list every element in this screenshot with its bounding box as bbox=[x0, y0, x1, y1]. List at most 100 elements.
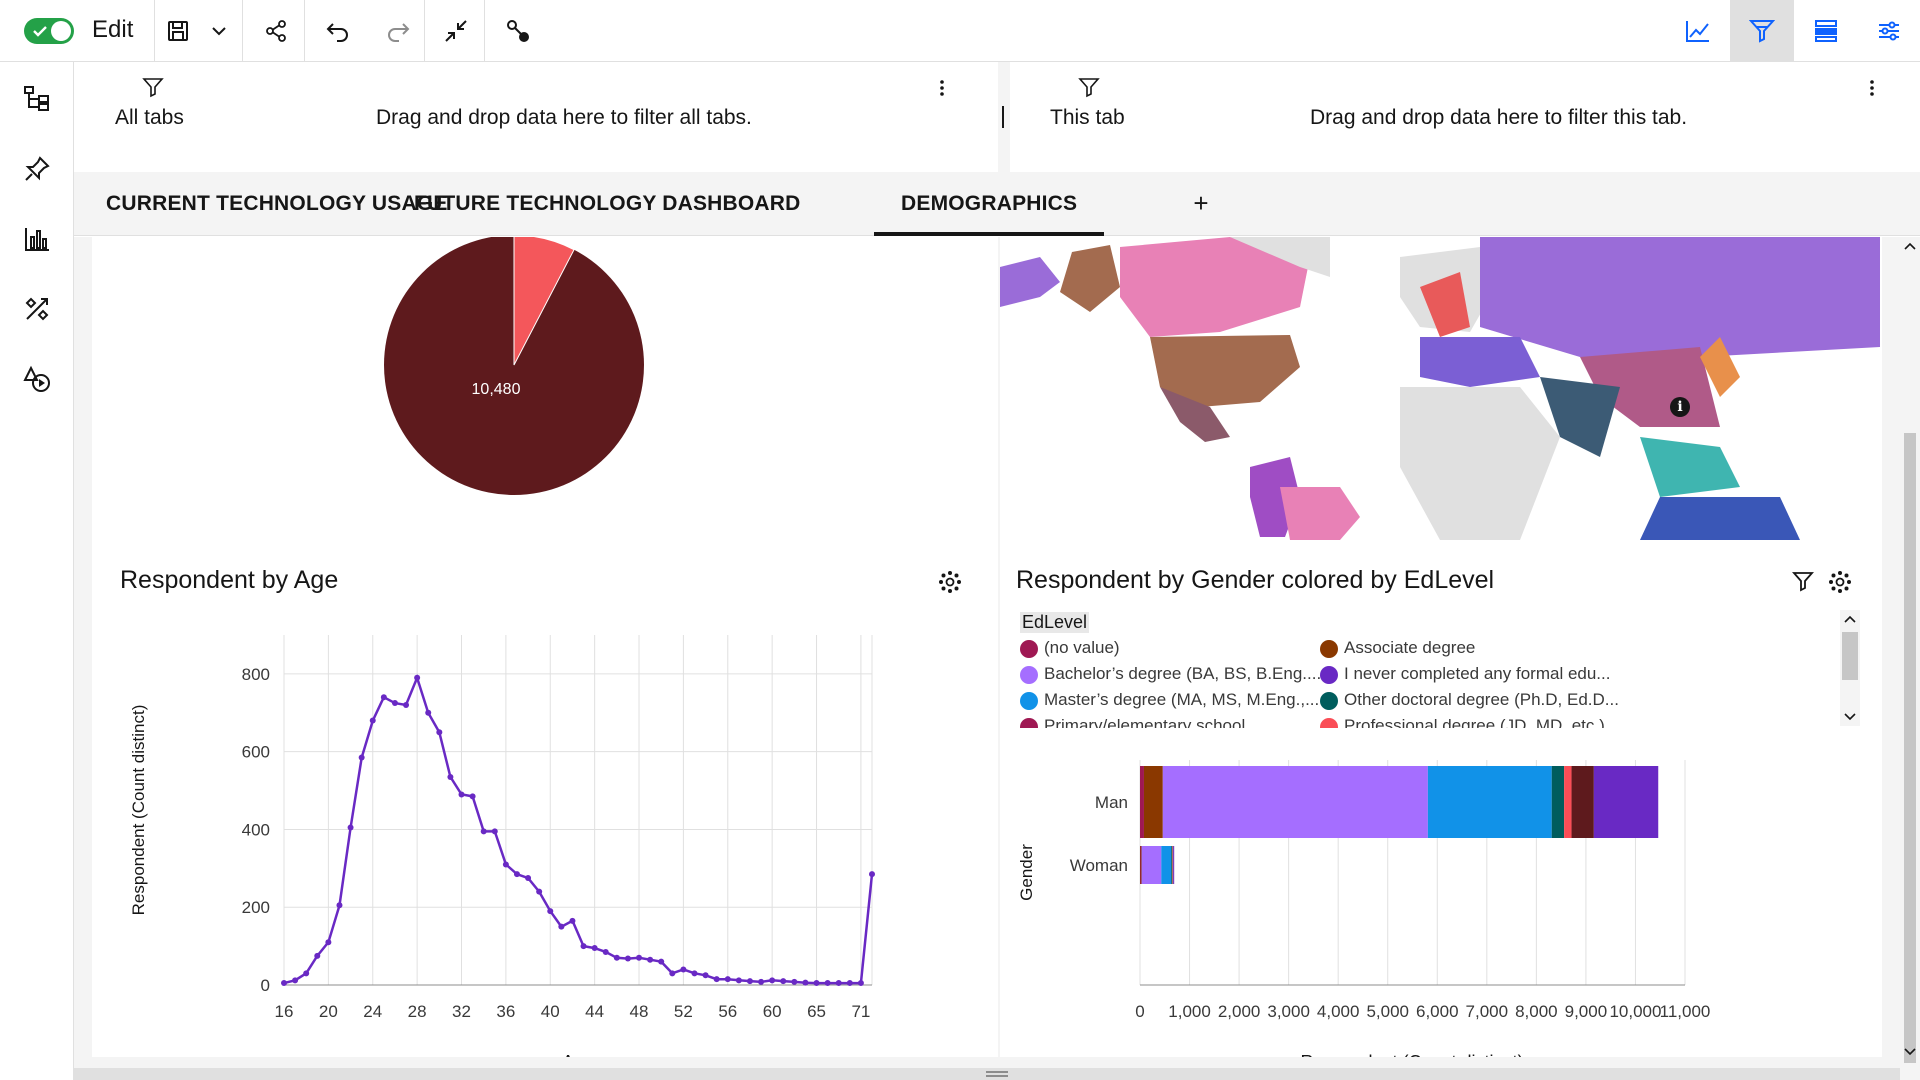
chevron-up-icon[interactable] bbox=[1844, 614, 1856, 624]
data-point bbox=[558, 923, 565, 930]
data-point bbox=[436, 729, 443, 736]
bar-segment bbox=[1143, 766, 1163, 838]
filter-icon bbox=[1749, 20, 1775, 43]
map-widget[interactable]: i bbox=[1000, 237, 1882, 540]
bar-chart-icon bbox=[25, 228, 49, 251]
all-tabs-menu-button[interactable] bbox=[932, 76, 952, 100]
canvas-scroll-thumb[interactable] bbox=[1904, 433, 1916, 1063]
data-point bbox=[857, 980, 864, 987]
this-tab-filter-dropzone[interactable]: This tab Drag and drop data here to filt… bbox=[1010, 62, 1920, 172]
data-point bbox=[613, 954, 620, 961]
category-label: Man bbox=[1095, 793, 1128, 812]
data-point bbox=[824, 980, 831, 987]
edit-toggle[interactable] bbox=[24, 18, 74, 44]
filter-area: All tabs Drag and drop data here to filt… bbox=[74, 62, 1920, 172]
gender-bar-chart: 0 1,000 2,000 3,000 4,000 5,000 6,000 7,000 8,00… bbox=[1017, 760, 1710, 1057]
x-tick-label: 44 bbox=[585, 1002, 604, 1021]
x-tick-label: 3,000 bbox=[1267, 1002, 1310, 1021]
info-icon[interactable]: i bbox=[1670, 397, 1690, 417]
x-tick-label: 8,000 bbox=[1515, 1002, 1558, 1021]
data-point bbox=[835, 980, 842, 987]
edit-label: Edit bbox=[92, 16, 134, 43]
map-region-europe bbox=[1420, 337, 1540, 387]
data-point bbox=[391, 700, 398, 707]
bar-segment bbox=[1593, 766, 1659, 838]
map-region-alaska bbox=[1000, 257, 1060, 307]
legend-item[interactable]: Associate degree bbox=[1320, 638, 1475, 658]
all-tabs-filter-dropzone[interactable]: All tabs Drag and drop data here to filt… bbox=[74, 62, 998, 172]
x-tick-label: 71 bbox=[851, 1002, 870, 1021]
data-point bbox=[314, 952, 321, 959]
data-point bbox=[380, 694, 387, 701]
data-point bbox=[369, 717, 376, 724]
navigation-panel-button[interactable] bbox=[18, 80, 56, 118]
this-tab-menu-button[interactable] bbox=[1862, 76, 1882, 100]
filter-icon[interactable] bbox=[1792, 570, 1814, 592]
pie-widget[interactable]: 10,480 bbox=[92, 237, 998, 540]
add-tab-button[interactable]: + bbox=[1193, 188, 1209, 218]
data-point bbox=[292, 977, 299, 984]
toolbar: Edit bbox=[0, 0, 1920, 62]
chevron-down-icon[interactable] bbox=[1844, 712, 1856, 722]
map-region bbox=[1060, 245, 1120, 312]
visualizations-panel-button[interactable] bbox=[18, 220, 56, 258]
age-chart-title: Respondent by Age bbox=[120, 566, 339, 594]
legend-swatch bbox=[1020, 639, 1038, 658]
age-chart-widget[interactable]: Respondent by Age 16 20 24 28 32 36 40 44 48 52 56… bbox=[92, 540, 998, 1057]
legend-item[interactable]: Bachelor’s degree (BA, BS, B.Eng.... bbox=[1020, 664, 1321, 684]
canvas-vertical-scrollbar[interactable] bbox=[1900, 237, 1920, 1080]
bar-segment bbox=[1140, 846, 1142, 884]
gender-chart-widget[interactable]: Respondent by Gender colored by EdLevel … bbox=[1000, 540, 1882, 1057]
legend-item[interactable]: Primary/elementary school bbox=[1020, 716, 1245, 728]
save-menu-button[interactable] bbox=[200, 0, 238, 62]
filter-icon bbox=[142, 78, 164, 98]
pin-button[interactable] bbox=[18, 150, 56, 188]
legend-item[interactable]: (no value) bbox=[1020, 638, 1120, 658]
pie-data-label: 10,480 bbox=[472, 381, 521, 398]
tab-current-technology-usage[interactable]: CURRENT TECHNOLOGY USAGE bbox=[106, 192, 448, 215]
bar-segment bbox=[1551, 766, 1565, 838]
data-point bbox=[735, 977, 742, 984]
tab-demographics[interactable]: DEMOGRAPHICS bbox=[874, 172, 1105, 236]
canvas-resize-handle[interactable] bbox=[74, 1068, 1900, 1080]
legend-item[interactable]: I never completed any formal edu... bbox=[1320, 664, 1610, 684]
undo-icon bbox=[326, 23, 348, 42]
y-tick-label: 200 bbox=[242, 898, 270, 917]
assets-panel-button[interactable] bbox=[18, 290, 56, 328]
left-rail bbox=[0, 62, 74, 1080]
tab-future-technology-dashboard[interactable]: FUTURE TECHNOLOGY DASHBOARD bbox=[414, 192, 801, 215]
data-point bbox=[691, 970, 698, 977]
filters-button[interactable] bbox=[1730, 0, 1794, 62]
save-button[interactable] bbox=[158, 0, 198, 62]
undo-button[interactable] bbox=[308, 0, 368, 62]
visualizations-button[interactable] bbox=[1666, 0, 1730, 62]
filter-divider-handle[interactable] bbox=[1002, 106, 1004, 128]
data-button[interactable] bbox=[1794, 0, 1858, 62]
data-point bbox=[769, 977, 776, 984]
collapse-button[interactable] bbox=[428, 0, 484, 62]
world-map bbox=[1000, 237, 1882, 540]
chevron-down-icon[interactable] bbox=[1904, 1047, 1916, 1057]
y-axis-label: Respondent (Count distinct) bbox=[129, 705, 148, 916]
data-point bbox=[813, 980, 820, 987]
legend-item[interactable]: Professional degree (JD, MD, etc.) bbox=[1320, 716, 1605, 728]
legend-label: Professional degree (JD, MD, etc.) bbox=[1344, 716, 1605, 728]
widgets-panel-button[interactable] bbox=[18, 360, 56, 398]
legend-scroll-thumb[interactable] bbox=[1842, 632, 1858, 680]
legend-item[interactable]: Master’s degree (MA, MS, M.Eng.,... bbox=[1020, 690, 1319, 710]
properties-button[interactable] bbox=[1858, 0, 1920, 62]
x-tick-label: 24 bbox=[363, 1002, 382, 1021]
legend-item[interactable]: Other doctoral degree (Ph.D, Ed.D... bbox=[1320, 690, 1619, 710]
collapse-icon bbox=[445, 20, 467, 42]
redo-button[interactable] bbox=[368, 0, 428, 62]
legend-scrollbar[interactable] bbox=[1840, 610, 1860, 726]
bar-segment bbox=[1571, 766, 1594, 838]
chart-settings-icon[interactable] bbox=[1828, 570, 1852, 594]
chevron-up-icon[interactable] bbox=[1904, 241, 1916, 251]
story-button[interactable] bbox=[488, 0, 548, 62]
y-tick-label: 400 bbox=[242, 820, 270, 839]
shapes-play-icon bbox=[23, 365, 50, 392]
share-button[interactable] bbox=[246, 0, 306, 62]
chart-settings-icon[interactable] bbox=[938, 570, 962, 594]
legend-title: EdLevel bbox=[1020, 612, 1090, 633]
